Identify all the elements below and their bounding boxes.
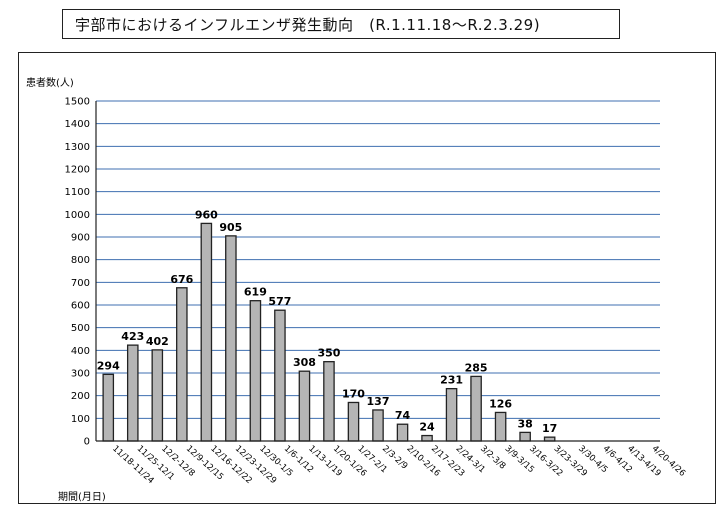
bar [151, 349, 164, 442]
y-tick-label: 1100 [65, 187, 90, 198]
bar-value-label: 74 [395, 409, 411, 422]
bar-value-label: 402 [146, 335, 169, 348]
bar [225, 235, 237, 442]
bar-value-label: 350 [317, 347, 340, 360]
bar-value-label: 231 [440, 374, 463, 387]
bar-value-label: 308 [293, 356, 316, 369]
bar [176, 287, 188, 442]
y-tick-label: 900 [71, 233, 90, 244]
bar-value-label: 676 [170, 273, 193, 286]
bar-value-label: 960 [195, 208, 218, 221]
chart-frame [18, 52, 716, 504]
category-labels: 11/18-11/2411/25-12/112/2-12/812/9-12/15… [110, 444, 687, 486]
y-tick-label: 800 [71, 255, 90, 266]
bar-value-label: 170 [342, 387, 365, 400]
bar-value-label: 285 [465, 361, 488, 374]
bar [298, 370, 311, 442]
bar [274, 309, 286, 442]
y-tick-label: 1400 [65, 119, 90, 130]
bar [249, 300, 262, 442]
bars [102, 222, 556, 442]
chart-title-period: (R.1.11.18～R.2.3.29) [369, 15, 541, 34]
y-tick-label: 500 [71, 323, 90, 334]
bar [102, 373, 115, 442]
y-tick-label: 100 [71, 414, 90, 425]
bar-value-label: 24 [419, 421, 435, 434]
bar-value-label: 137 [367, 395, 390, 408]
y-axis-label: 患者数(人) [26, 76, 74, 89]
bar-value-label: 38 [517, 417, 532, 430]
y-tick-label: 200 [71, 391, 90, 402]
gridlines [96, 100, 660, 419]
y-tick-label: 1200 [65, 165, 90, 176]
y-tick-label: 0 [84, 437, 90, 448]
bar [494, 411, 507, 442]
bar-value-label: 294 [97, 359, 120, 372]
bar [323, 361, 335, 442]
y-tick-label: 600 [71, 301, 90, 312]
x-axis-label: 期間(月日) [58, 491, 106, 503]
bar [200, 222, 213, 442]
chart-title-main: 宇部市におけるインフルエンザ発生動向 [75, 15, 354, 34]
bar [445, 387, 458, 442]
bar-value-label: 619 [244, 286, 267, 299]
y-tick-label: 1000 [65, 210, 90, 221]
bar [372, 409, 384, 442]
bar-value-label: 17 [542, 422, 557, 435]
bar [421, 434, 433, 442]
y-tick-label: 1300 [65, 142, 90, 153]
y-tick-label: 700 [71, 278, 90, 289]
bar [347, 401, 360, 442]
title-box: 宇部市におけるインフルエンザ発生動向 (R.1.11.18～R.2.3.29) [62, 9, 620, 39]
bar [519, 431, 531, 442]
bar-value-label: 423 [121, 330, 144, 343]
y-tick-label: 300 [71, 369, 90, 380]
bar [126, 344, 139, 442]
y-tick-label: 1500 [65, 97, 90, 108]
y-tick-labels: 0 100 200 300 400 500 600 700 800 900 1000 1100 1200… [65, 97, 90, 448]
bar-value-label: 577 [268, 295, 291, 308]
chart-title: 宇部市におけるインフルエンザ発生動向 (R.1.11.18～R.2.3.29) [75, 14, 540, 35]
bar-value-label: 905 [219, 221, 242, 234]
bar [396, 423, 409, 442]
y-tick-label: 400 [71, 346, 90, 357]
bar-value-label: 126 [489, 397, 512, 410]
bar [470, 375, 482, 442]
